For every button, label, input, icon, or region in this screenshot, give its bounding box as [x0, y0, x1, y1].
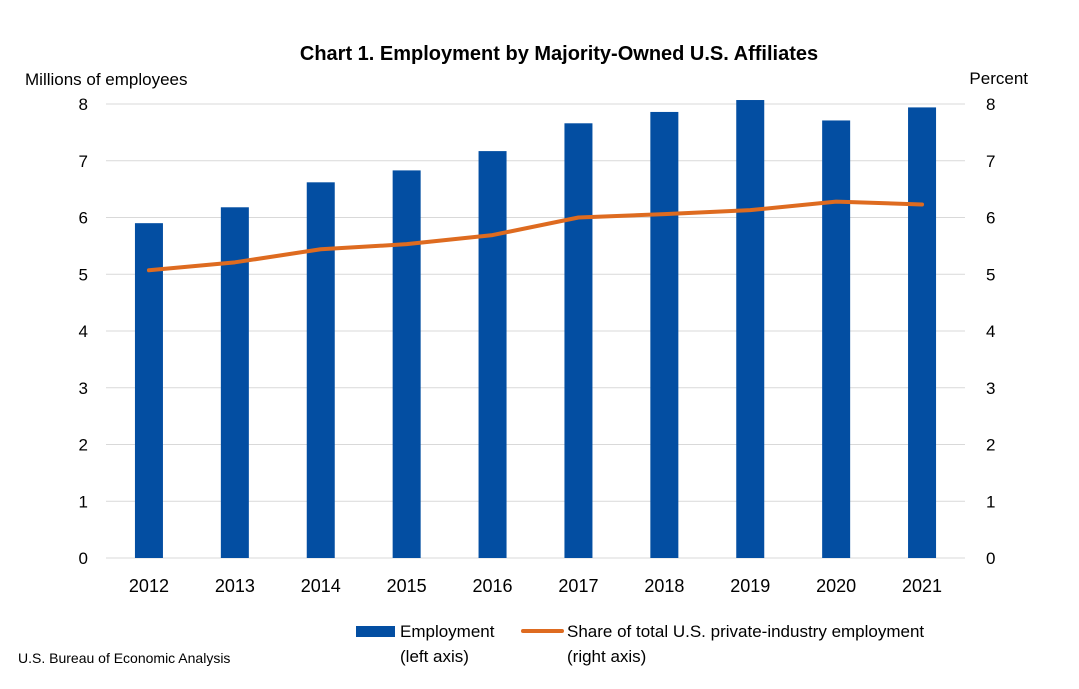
employment-bar [564, 123, 592, 558]
x-tick-label: 2014 [301, 576, 341, 596]
right-tick-label: 1 [986, 492, 995, 511]
x-tick-label: 2012 [129, 576, 169, 596]
right-tick-label: 8 [986, 95, 995, 114]
legend-employment-swatch [356, 626, 395, 637]
left-tick-label: 8 [79, 95, 88, 114]
left-tick-label: 7 [79, 152, 88, 171]
share-line-series [149, 202, 922, 271]
x-tick-label: 2021 [902, 576, 942, 596]
x-tick-label: 2013 [215, 576, 255, 596]
x-tick-label: 2018 [644, 576, 684, 596]
legend: Employment (left axis) Share of total U.… [356, 622, 924, 666]
left-axis-ticks: 0 1 2 3 4 5 6 7 8 [79, 95, 88, 568]
right-tick-label: 6 [986, 209, 995, 228]
x-tick-label: 2019 [730, 576, 770, 596]
left-axis-title: Millions of employees [25, 70, 188, 89]
legend-share-label-line1: Share of total U.S. private-industry emp… [567, 622, 924, 641]
right-axis-ticks: 0 1 2 3 4 5 6 7 8 [986, 95, 995, 568]
employment-bars [135, 100, 936, 558]
left-tick-label: 4 [79, 322, 88, 341]
x-tick-label: 2015 [387, 576, 427, 596]
right-tick-label: 2 [986, 436, 995, 455]
left-tick-label: 5 [79, 265, 88, 284]
right-tick-label: 3 [986, 379, 995, 398]
left-tick-label: 3 [79, 379, 88, 398]
employment-bar [135, 223, 163, 558]
left-tick-label: 0 [79, 549, 88, 568]
x-axis-ticks: 2012 2013 2014 2015 2016 2017 2018 2019 2020 2021 [129, 576, 942, 596]
left-tick-label: 1 [79, 492, 88, 511]
employment-bar [736, 100, 764, 558]
right-tick-label: 0 [986, 549, 995, 568]
employment-bar [650, 112, 678, 558]
x-tick-label: 2017 [558, 576, 598, 596]
employment-bar [479, 151, 507, 558]
employment-bar [393, 170, 421, 558]
right-tick-label: 5 [986, 265, 995, 284]
right-tick-label: 7 [986, 152, 995, 171]
legend-employment-label-line1: Employment [400, 622, 495, 641]
right-tick-label: 4 [986, 322, 995, 341]
chart-title: Chart 1. Employment by Majority-Owned U.… [300, 43, 818, 65]
legend-employment-label-line2: (left axis) [400, 647, 469, 666]
employment-bar [822, 120, 850, 558]
left-tick-label: 6 [79, 209, 88, 228]
x-tick-label: 2016 [473, 576, 513, 596]
legend-share-label-line2: (right axis) [567, 647, 646, 666]
employment-bar [307, 182, 335, 558]
right-axis-title: Percent [969, 69, 1028, 88]
share-line [149, 202, 922, 271]
employment-bar [908, 107, 936, 558]
left-tick-label: 2 [79, 436, 88, 455]
source-note: U.S. Bureau of Economic Analysis [18, 650, 230, 666]
x-tick-label: 2020 [816, 576, 856, 596]
